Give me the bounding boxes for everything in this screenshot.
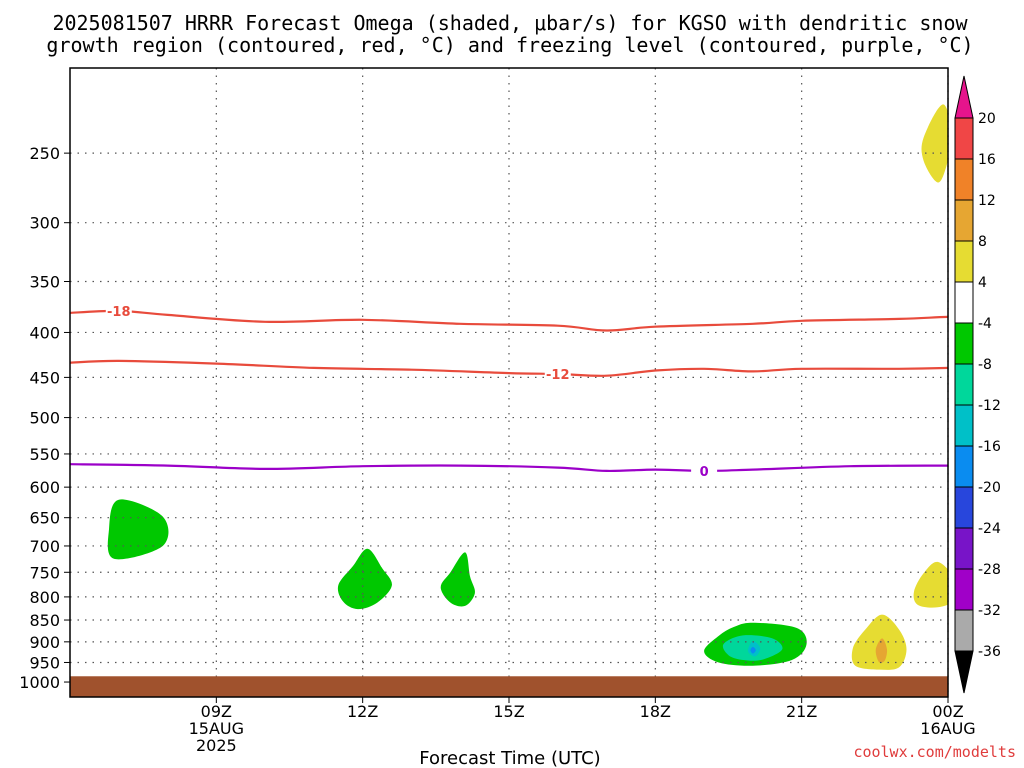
y-tick-label-750: 750 [29, 563, 60, 582]
source-credit: coolwx.com/modelts [853, 743, 1016, 761]
y-tick-label-900: 900 [29, 633, 60, 652]
colorbar-tick-label-11: -24 [978, 521, 1001, 537]
colorbar-tick-label-5: 4 [978, 275, 987, 291]
colorbar-tick-label-8: -12 [978, 398, 1001, 414]
omega-region-9 [913, 561, 948, 608]
colorbar-bin-3 [954, 199, 974, 242]
contour-line-3 [70, 463, 948, 473]
contour-label-3: 0 [700, 465, 709, 480]
contour-line-1 [70, 309, 948, 332]
y-tick-label-950: 950 [29, 653, 60, 672]
colorbar-bin-11 [954, 527, 974, 570]
x-tick-label-21-0: 21Z [786, 702, 817, 721]
chart-title-line-1: 2025081507 HRRR Forecast Omega (shaded, … [52, 11, 968, 35]
colorbar-tick-label-9: -16 [978, 439, 1001, 455]
omega-colorbar: 20 16 12 8 4 -4 -8 -12 -16 -20 -24 -28 -32 -36 [954, 75, 1001, 694]
colorbar-tick-label-10: -20 [978, 480, 1001, 496]
y-tick-label-550: 550 [29, 445, 60, 464]
y-tick-label-800: 800 [29, 588, 60, 607]
colorbar-tick-label-6: -4 [978, 316, 992, 332]
y-tick-label-250: 250 [29, 144, 60, 163]
pressure-axis: 250 300 350 400 450 500 550 600 650 700 750 800 850 9… [19, 144, 70, 692]
contour-line-2 [70, 359, 948, 377]
y-tick-label-600: 600 [29, 478, 60, 497]
y-tick-label-700: 700 [29, 537, 60, 556]
omega-region-3 [440, 552, 476, 607]
omega-region-8 [921, 104, 948, 183]
omega-region-2 [337, 548, 392, 610]
colorbar-bin-6 [954, 322, 974, 365]
contour-label-bg-1 [105, 302, 132, 319]
omega-region-1 [107, 499, 169, 560]
colorbar-bin-10 [954, 486, 974, 529]
x-tick-label-18-0: 18Z [640, 702, 671, 721]
y-tick-label-850: 850 [29, 611, 60, 630]
x-tick-label-9-2: 2025 [196, 736, 237, 755]
chart-title-line-2: growth region (contoured, red, °C) and f… [46, 33, 973, 57]
x-axis-label: Forecast Time (UTC) [419, 748, 600, 768]
x-tick-label-24-0: 00Z [932, 702, 963, 721]
contour-label-bg-3 [691, 462, 718, 479]
colorbar-bin-1 [954, 117, 974, 160]
colorbar-arrow-top [954, 75, 974, 119]
x-tick-label-9-0: 09Z [201, 702, 232, 721]
colorbar-tick-label-1: 20 [978, 111, 996, 127]
omega-shading [107, 104, 948, 670]
colorbar-tick-label-12: -28 [978, 562, 1001, 578]
colorbar-tick-label-13: -32 [978, 603, 1001, 619]
plot-grid [70, 68, 949, 697]
colorbar-bin-5 [954, 281, 974, 324]
temperature-contours: -18 -12 0 [70, 302, 948, 480]
contour-label-1: -18 [107, 305, 131, 320]
colorbar-bin-2 [954, 158, 974, 201]
x-tick-label-15-0: 15Z [493, 702, 524, 721]
x-tick-label-24-1: 16AUG [920, 719, 975, 738]
colorbar-bin-13 [954, 609, 974, 652]
colorbar-bin-7 [954, 363, 974, 406]
x-tick-label-9-1: 15AUG [189, 719, 244, 738]
colorbar-tick-label-7: -8 [978, 357, 992, 373]
y-tick-label-350: 350 [29, 273, 60, 292]
y-tick-label-500: 500 [29, 409, 60, 428]
contour-label-2: -12 [546, 368, 570, 383]
omega-region-12 [875, 638, 888, 663]
contour-label-bg-2 [544, 365, 571, 382]
colorbar-arrow-bottom [954, 650, 974, 694]
colorbar-tick-label-14: -36 [978, 644, 1001, 660]
y-tick-label-450: 450 [29, 368, 60, 387]
colorbar-tick-label-3: 12 [978, 193, 996, 209]
plot-frame [69, 67, 949, 698]
omega-region-7 [750, 646, 756, 654]
colorbar-bin-9 [954, 445, 974, 488]
y-tick-label-1000: 1000 [19, 673, 60, 692]
y-tick-label-300: 300 [29, 214, 60, 233]
colorbar-bin-8 [954, 404, 974, 447]
ground-surface [70, 676, 948, 697]
y-tick-label-650: 650 [29, 509, 60, 528]
colorbar-bin-4 [954, 240, 974, 283]
colorbar-tick-label-2: 16 [978, 152, 996, 168]
colorbar-tick-label-4: 8 [978, 234, 987, 250]
x-tick-label-12-0: 12Z [347, 702, 378, 721]
y-tick-label-400: 400 [29, 323, 60, 342]
colorbar-bin-12 [954, 568, 974, 611]
